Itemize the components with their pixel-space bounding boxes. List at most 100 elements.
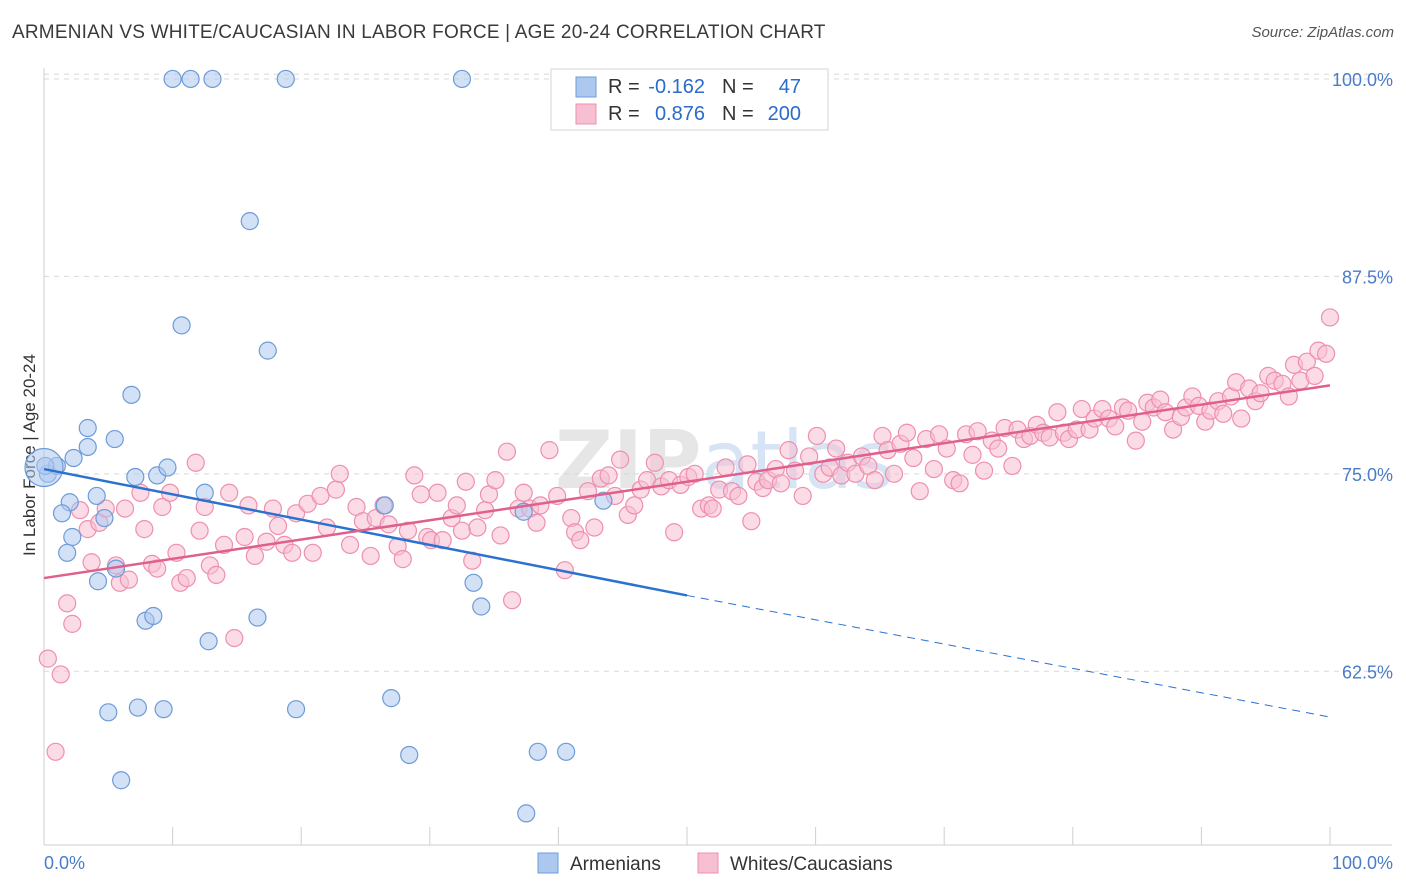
armenians-point [99,703,118,722]
legend-n-value: 47 [779,76,801,98]
whites-point [963,445,982,464]
stats-legend: R = -0.162 N = 47 R = 0.876 N = 200 [550,68,829,131]
whites-point [153,497,172,517]
armenians-point [472,597,491,616]
armenians-point [375,496,394,515]
whites-point [468,518,487,537]
armenians-trend-line [43,467,688,597]
legend-armenians-label: Armenians [570,854,661,875]
whites-point [793,486,812,506]
legend-n-value: 200 [768,103,801,125]
whites-point [225,628,244,648]
whites-point [340,535,360,554]
armenians-point [128,698,147,717]
legend-r-label: R = [608,103,640,125]
whites-point [283,543,302,562]
whites-point [452,521,472,540]
whites-point [214,535,234,554]
whites-point [1072,399,1091,419]
armenians-point [105,429,124,449]
whites-point [1232,409,1251,428]
x-tick-label-max: 100.0% [1332,853,1393,873]
legend-swatch [575,76,597,98]
whites-point [716,458,735,477]
whites-point [540,441,559,460]
armenians-point-large [24,447,64,488]
whites-point [317,518,337,537]
whites-point [1126,431,1145,450]
legend-armenians-swatch [537,852,559,874]
legend-box [550,68,829,131]
whites-point [268,516,288,536]
whites-point [1320,308,1340,327]
whites-point [665,523,684,542]
whites-point [1305,366,1324,385]
whites-point [974,461,994,480]
whites-point [1048,403,1067,422]
armenians-point [78,418,97,438]
whites-point [599,466,618,485]
whites-point [503,591,522,610]
legend-r-label: R = [608,76,640,98]
whites-point [330,464,349,483]
whites-point [685,464,704,483]
armenians-point [286,700,306,719]
whites-point [585,518,604,537]
whites-point [303,543,322,562]
source-label: Source: ZipAtlas.com [1251,24,1394,41]
whites-point [729,486,748,506]
whites-point [1297,352,1316,371]
whites-point [950,474,969,493]
whites-point [742,512,761,531]
whites-point [771,474,790,493]
whites-trend-line [43,384,1331,580]
whites-point [82,553,101,572]
armenians-point [594,491,613,510]
trend-lines [43,384,1331,718]
whites-point [447,496,466,515]
whites-point [63,614,82,633]
whites-point [897,423,917,442]
legend-n-label: N = [722,103,754,125]
whites-point [220,483,239,502]
whites-point [779,441,798,460]
whites-point [311,486,330,506]
armenians-point [78,437,97,457]
whites-point [245,546,265,566]
whites-point [910,482,929,501]
armenians-point [452,69,472,89]
legend-whites-swatch [697,852,719,874]
whites-point [115,499,135,518]
armenians-point [240,212,259,231]
whites-point [904,448,923,468]
whites-point [703,499,722,518]
x-tick-label-min: 0.0% [44,853,85,873]
whites-point [1214,404,1233,423]
armenians-point [276,69,295,89]
y-tick-label: 75.0% [1342,465,1393,485]
armenians-point [88,572,108,591]
whites-point [807,426,826,446]
whites-point [361,546,380,566]
armenians-point [528,742,547,761]
legend-n-label: N = [722,76,754,98]
whites-point [497,442,517,461]
whites-point [456,472,475,491]
armenians-point [163,69,182,89]
whites-point [611,450,630,469]
whites-point [135,520,154,539]
armenians-points [24,69,613,823]
whites-point [1317,344,1336,363]
armenians-point [122,385,141,404]
legend-r-value: 0.876 [655,103,705,125]
whites-point [38,649,57,668]
whites-point [257,532,276,551]
armenians-point [199,632,218,651]
whites-point [827,439,846,458]
whites-point [625,496,644,515]
whites-point [1133,412,1152,431]
whites-point [46,742,65,761]
armenians-point [203,69,222,89]
y-tick-label: 62.5% [1342,662,1393,682]
